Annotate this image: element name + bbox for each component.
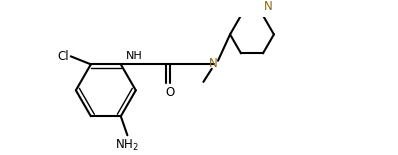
Text: Cl: Cl — [57, 50, 68, 63]
Text: O: O — [165, 86, 174, 99]
Text: N: N — [209, 58, 218, 71]
Text: NH$_2$: NH$_2$ — [115, 137, 139, 153]
Text: N: N — [264, 0, 273, 13]
Text: NH: NH — [126, 51, 142, 61]
